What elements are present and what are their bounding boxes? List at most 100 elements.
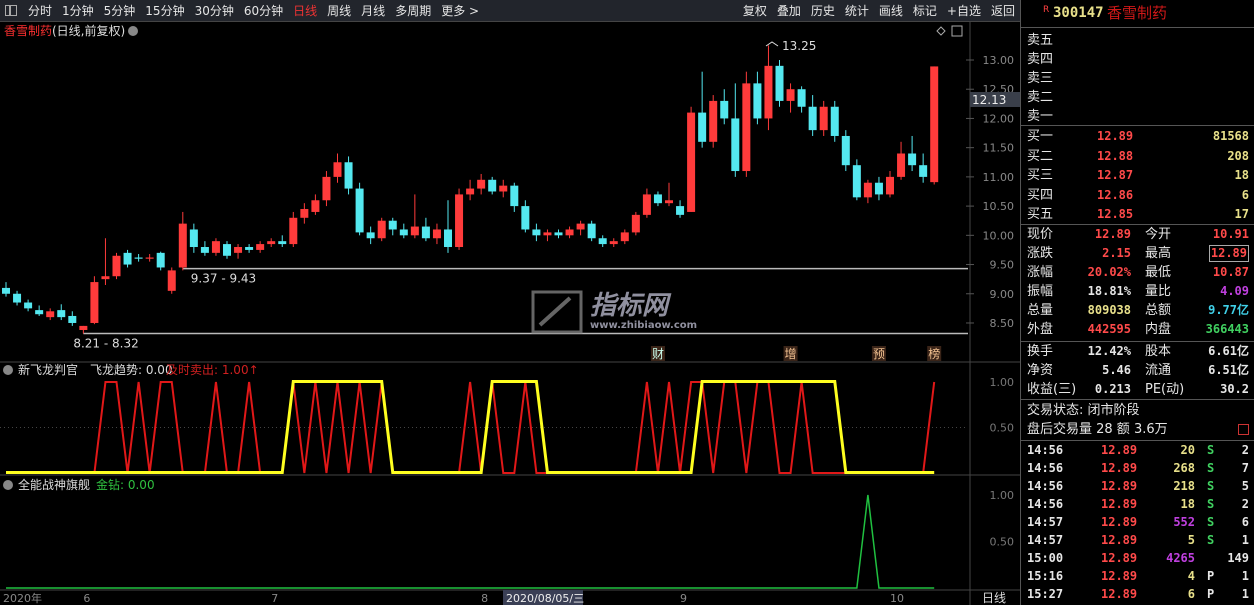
- candle: [775, 60, 784, 107]
- candle-body: [311, 200, 320, 212]
- stat-value: 18.81%: [1087, 284, 1131, 298]
- y-tick-label: 8.50: [990, 317, 1015, 330]
- separator: [1021, 125, 1254, 126]
- y-tick-label: 9.00: [990, 288, 1015, 301]
- period-tab-3[interactable]: 15分钟: [145, 4, 185, 18]
- ask-row: 卖三: [1021, 69, 1254, 88]
- candle: [764, 45, 773, 131]
- tick-side: P: [1207, 569, 1215, 583]
- fundamental-label: 股本: [1145, 344, 1172, 359]
- tick-volume: 4265: [1166, 551, 1195, 565]
- candle: [908, 135, 917, 172]
- toolbar-action-3[interactable]: 统计: [844, 4, 869, 18]
- candle-body: [90, 282, 99, 323]
- candle: [897, 141, 906, 180]
- toolbar-action-2[interactable]: 历史: [810, 4, 835, 18]
- stat-label: 总量: [1027, 303, 1054, 318]
- candle-body: [46, 311, 55, 318]
- period-tab-1[interactable]: 1分钟: [62, 4, 94, 18]
- chart-options-icon[interactable]: [128, 26, 138, 36]
- toolbar-action-4[interactable]: 画线: [878, 4, 903, 18]
- toolbar-action-6[interactable]: +自选: [946, 4, 981, 18]
- tick-side: S: [1207, 515, 1215, 529]
- candle: [731, 83, 740, 177]
- panel-toggle-icon[interactable]: [951, 25, 963, 37]
- candle: [444, 200, 452, 253]
- stat-row: 现价 12.89 今开 10.91: [1021, 225, 1254, 244]
- candle-body: [333, 162, 342, 177]
- period-tab-7[interactable]: 周线: [327, 4, 352, 18]
- tick-count: 1: [1241, 569, 1249, 583]
- candle: [432, 223, 441, 245]
- candle: [565, 226, 574, 239]
- kline-chart-area[interactable]: 指标网 www.zhibiaow.com 1.00 0.50 1.00 0.50 1…: [0, 0, 1020, 605]
- bid-price: 12.85: [1097, 207, 1134, 221]
- toolbar-action-1[interactable]: 叠加: [776, 4, 801, 18]
- tick-side: S: [1207, 497, 1215, 511]
- tick-price: 12.89: [1101, 461, 1138, 475]
- candle: [609, 238, 618, 248]
- tick-row: 14:56 12.89 268 S 7: [1021, 459, 1254, 478]
- tick-price: 12.89: [1101, 443, 1138, 457]
- stat-value: 9.77亿: [1208, 303, 1249, 317]
- indicator2-name: 全能战神旗舰: [18, 477, 90, 492]
- chart-stock-name: 香雪制药: [4, 24, 52, 38]
- tick-price: 12.89: [1101, 569, 1138, 583]
- candle: [742, 71, 751, 177]
- trade-status-row: 交易状态: 闭市阶段: [1021, 401, 1254, 420]
- fundamental-value: 0.213: [1094, 382, 1131, 396]
- candle: [521, 200, 530, 233]
- ask-row: 卖二: [1021, 88, 1254, 107]
- candle: [223, 241, 231, 259]
- layout-icon[interactable]: [5, 5, 17, 16]
- candle-body: [344, 162, 353, 189]
- period-tab-0[interactable]: 分时: [28, 4, 53, 18]
- period-tab-8[interactable]: 月线: [361, 4, 386, 18]
- ask-label: 卖四: [1027, 52, 1054, 67]
- bid-row: 买三 12.87 18: [1021, 166, 1254, 185]
- candle-body: [399, 229, 408, 236]
- candle-body: [863, 182, 872, 198]
- candle: [720, 89, 729, 125]
- candle-body: [543, 232, 552, 236]
- period-tab-6[interactable]: 日线: [293, 4, 318, 18]
- candle-body: [742, 83, 751, 172]
- period-tab-9[interactable]: 多周期: [395, 4, 432, 18]
- candle: [532, 223, 541, 242]
- toolbar-action-0[interactable]: 复权: [742, 4, 767, 18]
- candles: [2, 45, 939, 334]
- bid-volume: 6: [1241, 187, 1249, 202]
- period-tab-2[interactable]: 5分钟: [103, 4, 136, 18]
- candle: [68, 311, 77, 326]
- range-label: 9.37 - 9.43: [191, 272, 256, 286]
- bid-row: 买二 12.88 208: [1021, 147, 1254, 166]
- candle-body: [68, 315, 77, 323]
- cursor-date: 2020/08/05/三: [506, 592, 584, 605]
- stat-row: 涨跌 2.15 最高 12.89: [1021, 244, 1254, 263]
- candle: [919, 153, 928, 183]
- chart-mode: (日线,前复权): [52, 23, 125, 38]
- toolbar-action-5[interactable]: 标记: [912, 4, 937, 18]
- indicator1-options-icon[interactable]: [3, 365, 13, 375]
- period-tab-4[interactable]: 30分钟: [194, 4, 234, 18]
- toolbar-action-7[interactable]: 返回: [990, 4, 1015, 18]
- period-tab-10[interactable]: 更多 >: [441, 4, 480, 18]
- diamond-icon[interactable]: [936, 26, 946, 36]
- y-tick-label: 9.50: [990, 259, 1015, 272]
- indicator2-options-icon[interactable]: [3, 480, 13, 490]
- event-marker: 增: [785, 347, 797, 361]
- tick-chart-icon[interactable]: [1238, 424, 1249, 435]
- tick-price: 12.89: [1101, 551, 1138, 565]
- tick-side: S: [1207, 479, 1215, 493]
- period-tab-5[interactable]: 60分钟: [243, 4, 284, 18]
- stock-name: 香雪制药: [1107, 4, 1168, 22]
- indicator1-y-tick: 1.00: [990, 376, 1015, 389]
- candle-body: [753, 83, 762, 119]
- separator: [1021, 399, 1254, 400]
- indicator1-panel: 1.00 0.50: [0, 376, 1015, 474]
- candle: [267, 238, 276, 248]
- watermark-url: www.zhibiaow.com: [590, 320, 697, 331]
- candle-body: [532, 229, 541, 236]
- candle-body: [322, 176, 331, 201]
- tick-volume: 20: [1180, 443, 1195, 457]
